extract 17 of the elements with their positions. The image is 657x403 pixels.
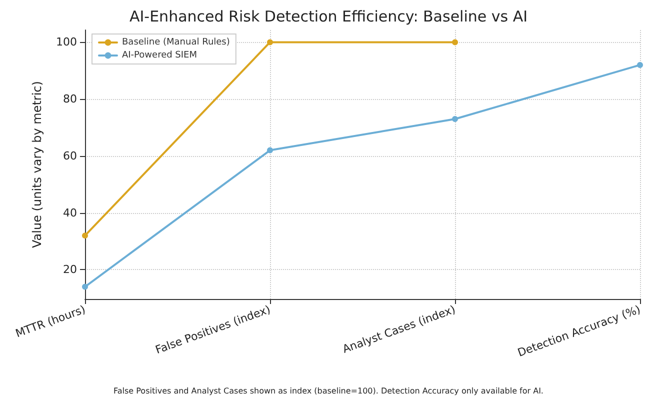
point (452, 39, 458, 46)
y-axis-title: Value (units vary by metric) (30, 81, 44, 248)
point (267, 147, 273, 154)
text: False Positives and Analyst Cases shown as index (baseline=100). Detection Accuracy only available for AI. (114, 386, 544, 396)
y-tick-label: 80 (63, 92, 77, 106)
chart-title: AI-Enhanced Risk Detection Efficiency: Baseline vs AI (129, 8, 528, 26)
point (82, 284, 88, 290)
point (267, 39, 273, 46)
y-tick-label: 20 (63, 263, 77, 276)
point (637, 62, 643, 68)
point (82, 232, 88, 239)
legend-label: Baseline (Manual Rules) (122, 38, 230, 48)
y-tick-label: 40 (63, 206, 77, 220)
point (452, 116, 458, 122)
legend-label: AI-Powered SIEM (122, 50, 198, 60)
y-tick-label: 60 (63, 149, 77, 162)
y-tick-label: 100 (56, 36, 77, 49)
